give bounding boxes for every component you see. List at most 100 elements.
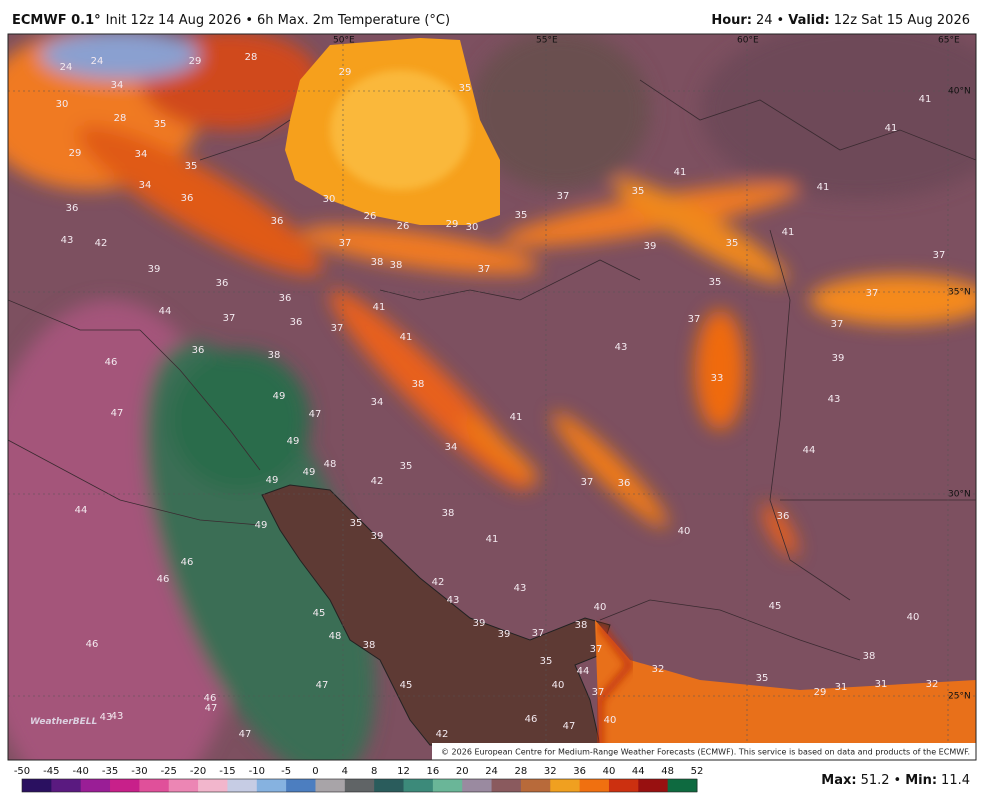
temperature-label: 36 bbox=[271, 216, 284, 227]
temperature-label: 47 bbox=[239, 729, 252, 740]
colorbar-tick-label: -35 bbox=[102, 766, 118, 777]
temperature-label: 31 bbox=[835, 682, 848, 693]
temperature-labels: 24 24 29 28 29 35 34 30 28 35 29 34 35 34 36 36 30 26 26 29… bbox=[56, 52, 946, 740]
colorbar-tick-label: 44 bbox=[632, 766, 645, 777]
colorbar-segment bbox=[139, 779, 170, 792]
temperature-label: 37 bbox=[331, 323, 344, 334]
temperature-label: 43 bbox=[514, 583, 527, 594]
temperature-label: 29 bbox=[69, 148, 82, 159]
copyright: © 2026 European Centre for Medium-Range … bbox=[441, 748, 970, 757]
graticule-labels: 50°E 55°E 60°E 65°E 40°N 35°N 30°N 25°N bbox=[333, 36, 971, 702]
temperature-label: 38 bbox=[371, 257, 384, 268]
temperature-label: 36 bbox=[181, 193, 194, 204]
temperature-label: 41 bbox=[510, 412, 523, 423]
temperature-label: 47 bbox=[111, 408, 124, 419]
temperature-label: 29 bbox=[339, 67, 352, 78]
colorbar-tick-label: -10 bbox=[249, 766, 265, 777]
temperature-label: 41 bbox=[885, 123, 898, 134]
temperature-label: 40 bbox=[604, 715, 617, 726]
colorbar-segment bbox=[80, 779, 111, 792]
colorbar-segment bbox=[344, 779, 375, 792]
separator: • bbox=[245, 13, 253, 28]
temperature-label: 39 bbox=[498, 629, 511, 640]
temperature-label: 36 bbox=[618, 478, 631, 489]
temperature-label: 38 bbox=[363, 640, 376, 651]
latitude-label: 30°N bbox=[948, 490, 971, 500]
longitude-label: 65°E bbox=[938, 36, 960, 46]
valid: 12z Sat 15 Aug 2026 bbox=[834, 13, 970, 28]
footer: Max: 51.2 • Min: 11.4 bbox=[821, 773, 970, 788]
header-left: ECMWF 0.1° Init 12z 14 Aug 2026 • 6h Max. 2… bbox=[12, 13, 450, 28]
temperature-label: 39 bbox=[644, 241, 657, 252]
temperature-label: 37 bbox=[933, 250, 946, 261]
colorbar-tick-label: -45 bbox=[43, 766, 59, 777]
temperature-label: 45 bbox=[313, 608, 326, 619]
temperature-label: 32 bbox=[926, 679, 939, 690]
temperature-label: 39 bbox=[371, 531, 384, 542]
colorbar-segment bbox=[227, 779, 258, 792]
temperature-label: 37 bbox=[223, 313, 236, 324]
temperature-label: 49 bbox=[273, 391, 286, 402]
colorbar-segment bbox=[256, 779, 287, 792]
colorbar-segment bbox=[22, 779, 52, 792]
colorbar-segment bbox=[286, 779, 316, 792]
colorbar-segment bbox=[432, 779, 463, 792]
persian-gulf bbox=[261, 484, 611, 746]
temperature-label: 47 bbox=[563, 721, 576, 732]
temperature-label: 46 bbox=[105, 357, 118, 368]
temperature-label: 43 bbox=[615, 342, 628, 353]
temperature-label: 24 bbox=[91, 56, 104, 67]
longitude-label: 50°E bbox=[333, 36, 355, 46]
temperature-label: 45 bbox=[400, 680, 413, 691]
colorbar-tick-label: 0 bbox=[312, 766, 318, 777]
temperature-label: 49 bbox=[303, 467, 316, 478]
temperature-label: 36 bbox=[216, 278, 229, 289]
temperature-label: 34 bbox=[139, 180, 152, 191]
colorbar-segment bbox=[403, 779, 434, 792]
temperature-label: 44 bbox=[75, 505, 88, 516]
header-right: Hour: 24 • Valid: 12z Sat 15 Aug 2026 bbox=[711, 13, 970, 28]
temperature-label: 32 bbox=[652, 664, 665, 675]
temperature-label: 34 bbox=[135, 149, 148, 160]
temperature-label: 28 bbox=[245, 52, 258, 63]
temperature-label: 49 bbox=[266, 475, 279, 486]
colorbar-tick-label: 52 bbox=[691, 766, 704, 777]
temperature-label: 24 bbox=[60, 62, 73, 73]
borders bbox=[8, 79, 976, 661]
temperature-label: 38 bbox=[268, 350, 281, 361]
temperature-label: 31 bbox=[875, 679, 888, 690]
temperature-label: 38 bbox=[863, 651, 876, 662]
model: ECMWF 0.1° bbox=[12, 13, 101, 28]
temperature-label: 29 bbox=[446, 219, 459, 230]
map-frame bbox=[7, 33, 977, 761]
colorbar-frame bbox=[21, 778, 698, 793]
latitude-label: 35°N bbox=[948, 288, 971, 298]
colorbar-tick-label: 40 bbox=[603, 766, 616, 777]
temperature-label: 46 bbox=[525, 714, 538, 725]
hour: 24 bbox=[756, 13, 773, 28]
colorbar-tick-label: 12 bbox=[397, 766, 410, 777]
temperature-label: 35 bbox=[459, 83, 472, 94]
temperature-label: 37 bbox=[590, 644, 603, 655]
temperature-label: 40 bbox=[594, 602, 607, 613]
valid-label: Valid: bbox=[788, 13, 830, 28]
temperature-label: 30 bbox=[466, 222, 479, 233]
temperature-label: 38 bbox=[390, 260, 403, 271]
temperature-label: 45 bbox=[769, 601, 782, 612]
colorbar-tick-label: 24 bbox=[485, 766, 498, 777]
temperature-label: 29 bbox=[814, 687, 827, 698]
temperature-label: 37 bbox=[532, 628, 545, 639]
temperature-label: 43 bbox=[828, 394, 841, 405]
temperature-label: 44 bbox=[803, 445, 816, 456]
temperature-label: 47 bbox=[309, 409, 322, 420]
temperature-label: 35 bbox=[709, 277, 722, 288]
temperature-label: 37 bbox=[339, 238, 352, 249]
colorbar-segment bbox=[491, 779, 522, 792]
colorbar-segment bbox=[198, 779, 228, 792]
temperature-label: 34 bbox=[371, 397, 384, 408]
temperature-field bbox=[8, 34, 976, 760]
temperature-label: 35 bbox=[400, 461, 413, 472]
temperature-label: 29 bbox=[189, 56, 202, 67]
temperature-label: 42 bbox=[95, 238, 108, 249]
